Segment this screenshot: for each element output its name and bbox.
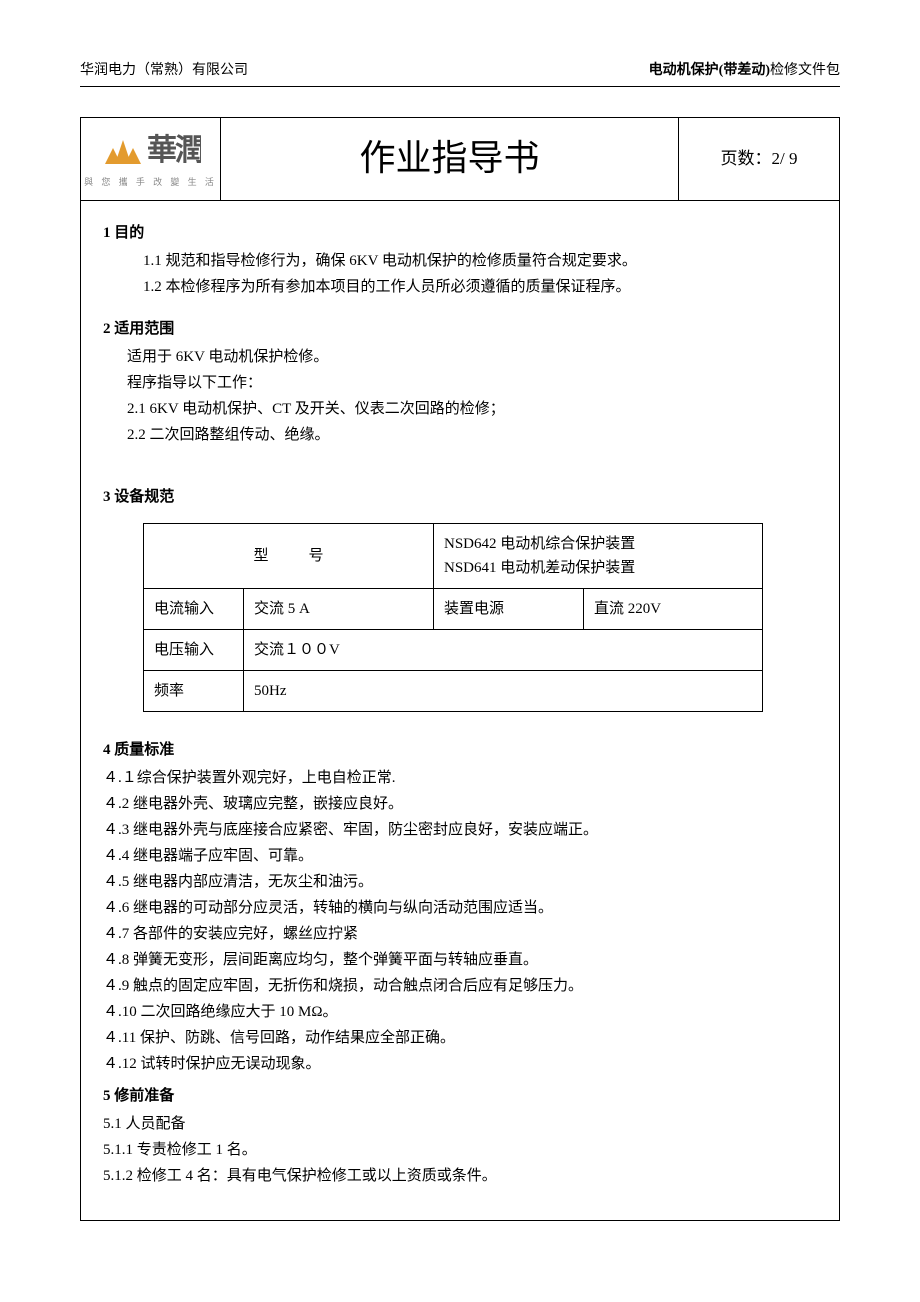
title-block: 華 潤 與 您 攜 手 改 變 生 活 作业指导书 页数：2/ 9	[80, 117, 840, 200]
s2-intro: 程序指导以下工作：	[127, 371, 817, 395]
s4-item: ４.4 继电器端子应牢固、可靠。	[103, 844, 817, 868]
section-4-heading: 4 质量标准	[103, 738, 817, 762]
cell: 交流 5 A	[244, 588, 434, 629]
logo-cell: 華 潤 與 您 攜 手 改 變 生 活	[81, 118, 221, 199]
s4-item: ４.3 继电器外壳与底座接合应紧密、牢固，防尘密封应良好，安装应端正。	[103, 818, 817, 842]
s4-item: ４.2 继电器外壳、玻璃应完整，嵌接应良好。	[103, 792, 817, 816]
table-row: 频率 50Hz	[144, 670, 763, 711]
s4-item: ４.10 二次回路绝缘应大于 10 MΩ。	[103, 1000, 817, 1024]
s4-item: ４.5 继电器内部应清洁，无灰尘和油污。	[103, 870, 817, 894]
s5-item: 5.1.2 检修工 4 名：具有电气保护检修工或以上资质或条件。	[103, 1164, 817, 1188]
model-label: 型号	[144, 523, 434, 588]
section-1-heading: 1 目的	[103, 221, 817, 245]
header-doc-rest: 检修文件包	[770, 63, 840, 78]
cell: 频率	[144, 670, 244, 711]
huarun-logo-icon: 華 潤	[101, 128, 201, 173]
s2-item: 2.1 6KV 电动机保护、CT 及开关、仪表二次回路的检修；	[127, 397, 817, 421]
table-row: 型号 NSD642 电动机综合保护装置 NSD641 电动机差动保护装置	[144, 523, 763, 588]
s4-item: ４.9 触点的固定应牢固，无折伤和烧损，动合触点闭合后应有足够压力。	[103, 974, 817, 998]
cell: 装置电源	[434, 588, 584, 629]
s2-item: 2.2 二次回路整组传动、绝缘。	[127, 423, 817, 447]
cell: 电流输入	[144, 588, 244, 629]
s2-intro: 适用于 6KV 电动机保护检修。	[127, 345, 817, 369]
s4-item: ４.6 继电器的可动部分应灵活，转轴的横向与纵向活动范围应适当。	[103, 896, 817, 920]
s5-item: 5.1.1 专责检修工 1 名。	[103, 1138, 817, 1162]
cell: 50Hz	[244, 670, 763, 711]
model-value: NSD642 电动机综合保护装置 NSD641 电动机差动保护装置	[434, 523, 763, 588]
s4-item: ４.8 弹簧无变形，层间距离应均匀，整个弹簧平面与转轴应垂直。	[103, 948, 817, 972]
section-2-heading: 2 适用范围	[103, 317, 817, 341]
cell: 电压输入	[144, 629, 244, 670]
s1-item: 1.2 本检修程序为所有参加本项目的工作人员所必须遵循的质量保证程序。	[143, 275, 817, 299]
cell: 交流１００V	[244, 629, 763, 670]
page-header: 华润电力（常熟）有限公司 电动机保护(带差动)检修文件包	[80, 60, 840, 87]
s1-item: 1.1 规范和指导检修行为，确保 6KV 电动机保护的检修质量符合规定要求。	[143, 249, 817, 273]
cell: 直流 220V	[584, 588, 763, 629]
logo-tagline: 與 您 攜 手 改 變 生 活	[84, 175, 217, 189]
header-doc-bold: 电动机保护(带差动)	[649, 63, 770, 78]
s4-item: ４.12 试转时保护应无误动现象。	[103, 1052, 817, 1076]
model-line: NSD641 电动机差动保护装置	[444, 556, 752, 580]
s4-item: ４.11 保护、防跳、信号回路，动作结果应全部正确。	[103, 1026, 817, 1050]
table-row: 电流输入 交流 5 A 装置电源 直流 220V	[144, 588, 763, 629]
content-body: 1 目的 1.1 规范和指导检修行为，确保 6KV 电动机保护的检修质量符合规定…	[80, 201, 840, 1221]
spec-table: 型号 NSD642 电动机综合保护装置 NSD641 电动机差动保护装置 电流输…	[143, 523, 763, 712]
header-company: 华润电力（常熟）有限公司	[80, 60, 248, 82]
svg-text:潤: 潤	[175, 134, 201, 167]
s4-item: ４.１综合保护装置外观完好，上电自检正常.	[103, 766, 817, 790]
page-number: 页数：2/ 9	[679, 118, 839, 199]
doc-title: 作业指导书	[221, 118, 679, 199]
s5-sub-heading: 5.1 人员配备	[103, 1112, 817, 1136]
section-3-heading: 3 设备规范	[103, 485, 817, 509]
svg-text:華: 華	[147, 134, 177, 167]
section-5-heading: 5 修前准备	[103, 1084, 817, 1108]
table-row: 电压输入 交流１００V	[144, 629, 763, 670]
model-line: NSD642 电动机综合保护装置	[444, 532, 752, 556]
s4-item: ４.7 各部件的安装应完好，螺丝应拧紧	[103, 922, 817, 946]
header-doc-title: 电动机保护(带差动)检修文件包	[649, 60, 840, 82]
